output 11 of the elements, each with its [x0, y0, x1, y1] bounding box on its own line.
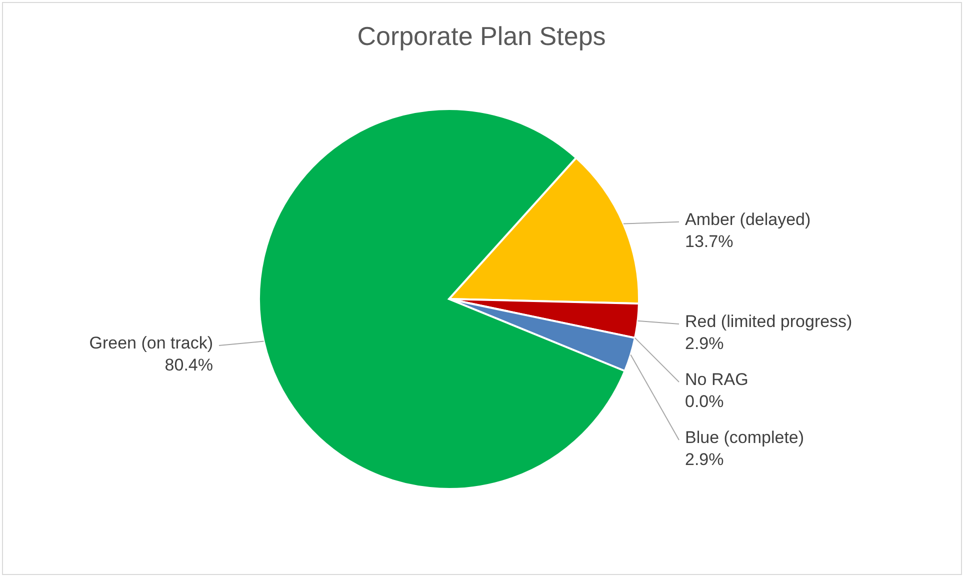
text: 0.0%: [685, 392, 724, 411]
data-label: 13.7%: [685, 232, 734, 251]
data-label: 2.9%: [685, 334, 724, 353]
slice-label: Red (limited progress): [685, 312, 852, 331]
slice-label: Amber (delayed): [685, 210, 811, 229]
chart-title: Corporate Plan Steps: [357, 21, 606, 51]
data-label: 80.4%: [164, 356, 213, 375]
slice-label: Blue (complete): [685, 428, 804, 447]
category-label: No RAG: [685, 370, 748, 389]
data-label: 2.9%: [685, 450, 724, 469]
slice-label: Green (on track): [89, 334, 213, 353]
